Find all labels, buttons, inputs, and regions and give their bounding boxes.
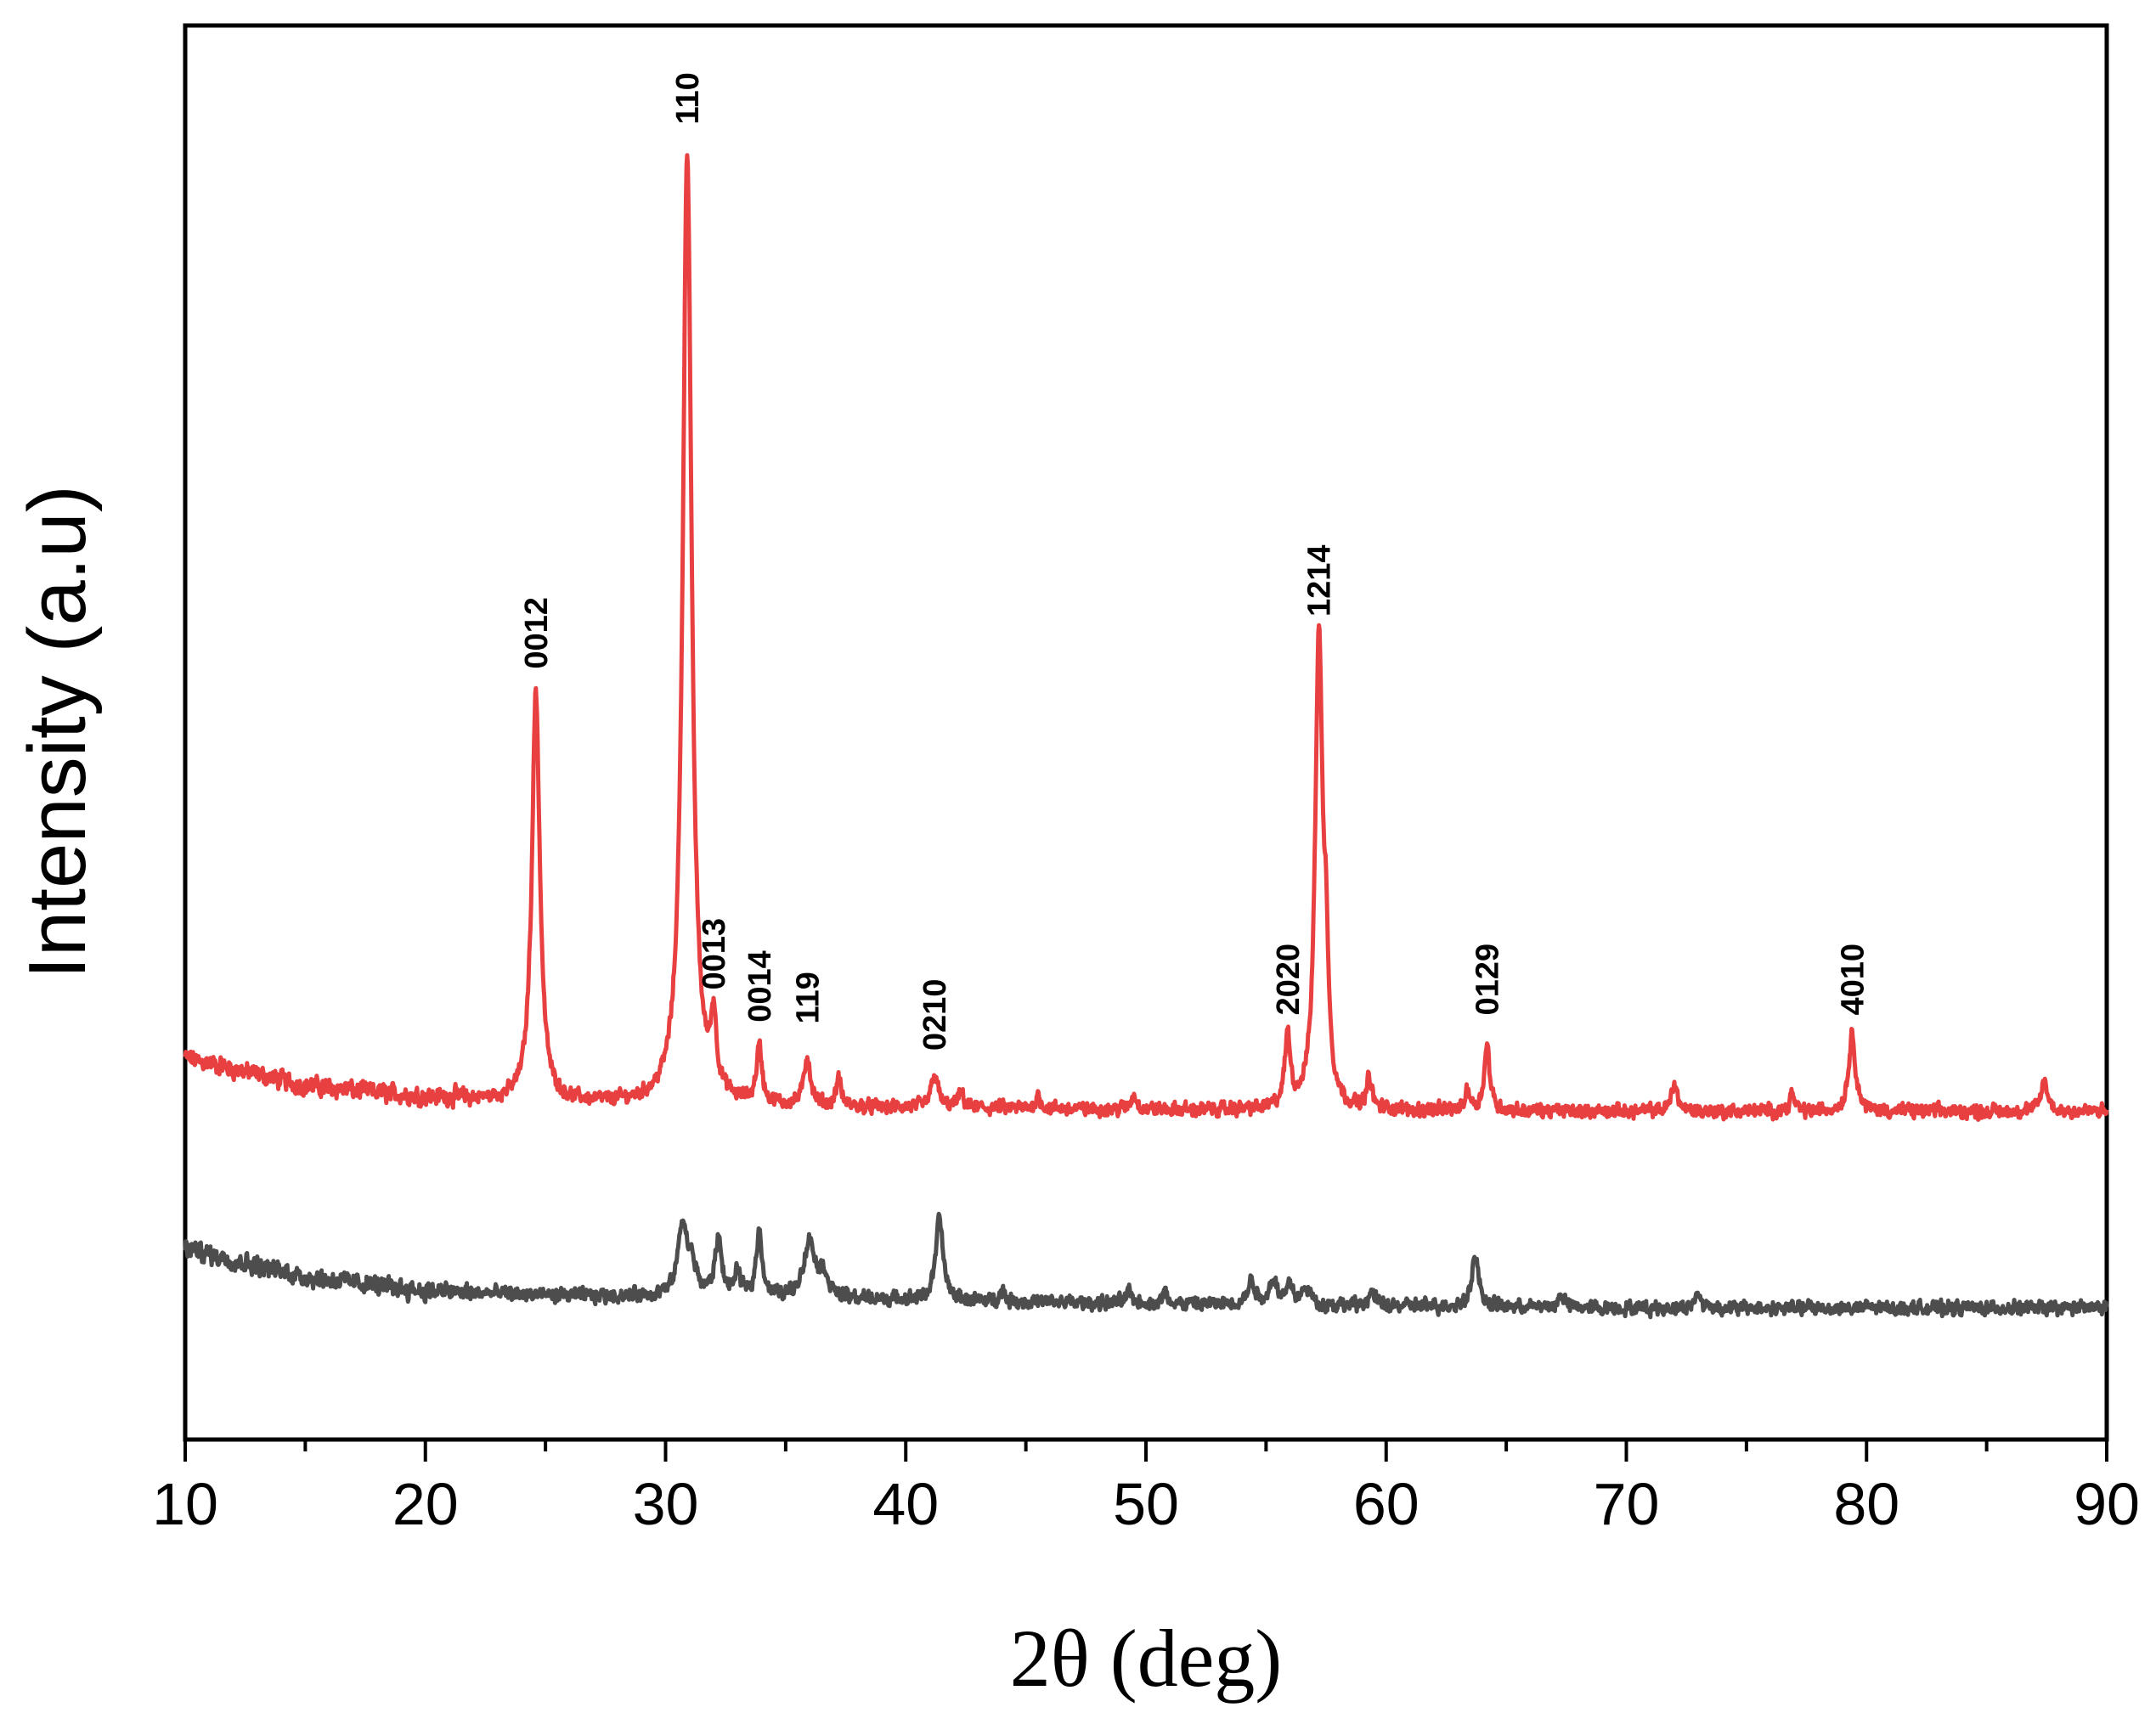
y-axis-title: Intensity (a.u) [12, 485, 103, 979]
series-layer [183, 153, 2109, 1320]
series-line-1 [183, 153, 2109, 1122]
peak-label: 119 [790, 972, 826, 1023]
peak-label: 4010 [1835, 944, 1871, 1016]
peak-label: 0012 [519, 597, 555, 669]
peak-label: 110 [670, 72, 706, 124]
peak-label: 0014 [742, 950, 778, 1023]
series-line-2 [183, 1211, 2109, 1320]
x-tick-label: 20 [392, 1471, 459, 1537]
peak-label: 0210 [917, 979, 953, 1051]
peak-label: 1214 [1302, 544, 1338, 617]
x-tick-label: 10 [152, 1471, 218, 1537]
plot-border [183, 23, 2109, 1442]
x-axis-tick-labels: 10 20 30 40 50 60 70 80 90 [152, 1471, 2140, 1537]
peak-label: 0013 [697, 918, 732, 990]
x-tick-label: 30 [633, 1471, 699, 1537]
peak-annotations: 0012 110 0013 0014 119 0210 2020 1214 0129 4010 [519, 72, 1871, 1051]
x-axis-ticks [183, 1440, 2108, 1462]
x-tick-label: 50 [1113, 1471, 1179, 1537]
x-tick-label: 70 [1594, 1471, 1660, 1537]
x-axis-title: 2θ (deg) [1010, 1613, 1283, 1704]
x-tick-label: 80 [1833, 1471, 1899, 1537]
peak-label: 2020 [1271, 944, 1307, 1016]
x-tick-label: 90 [2074, 1471, 2140, 1537]
peak-label: 0129 [1470, 944, 1506, 1016]
x-tick-label: 40 [872, 1471, 939, 1537]
plot-frame [183, 23, 2109, 1442]
x-tick-label: 60 [1353, 1471, 1419, 1537]
